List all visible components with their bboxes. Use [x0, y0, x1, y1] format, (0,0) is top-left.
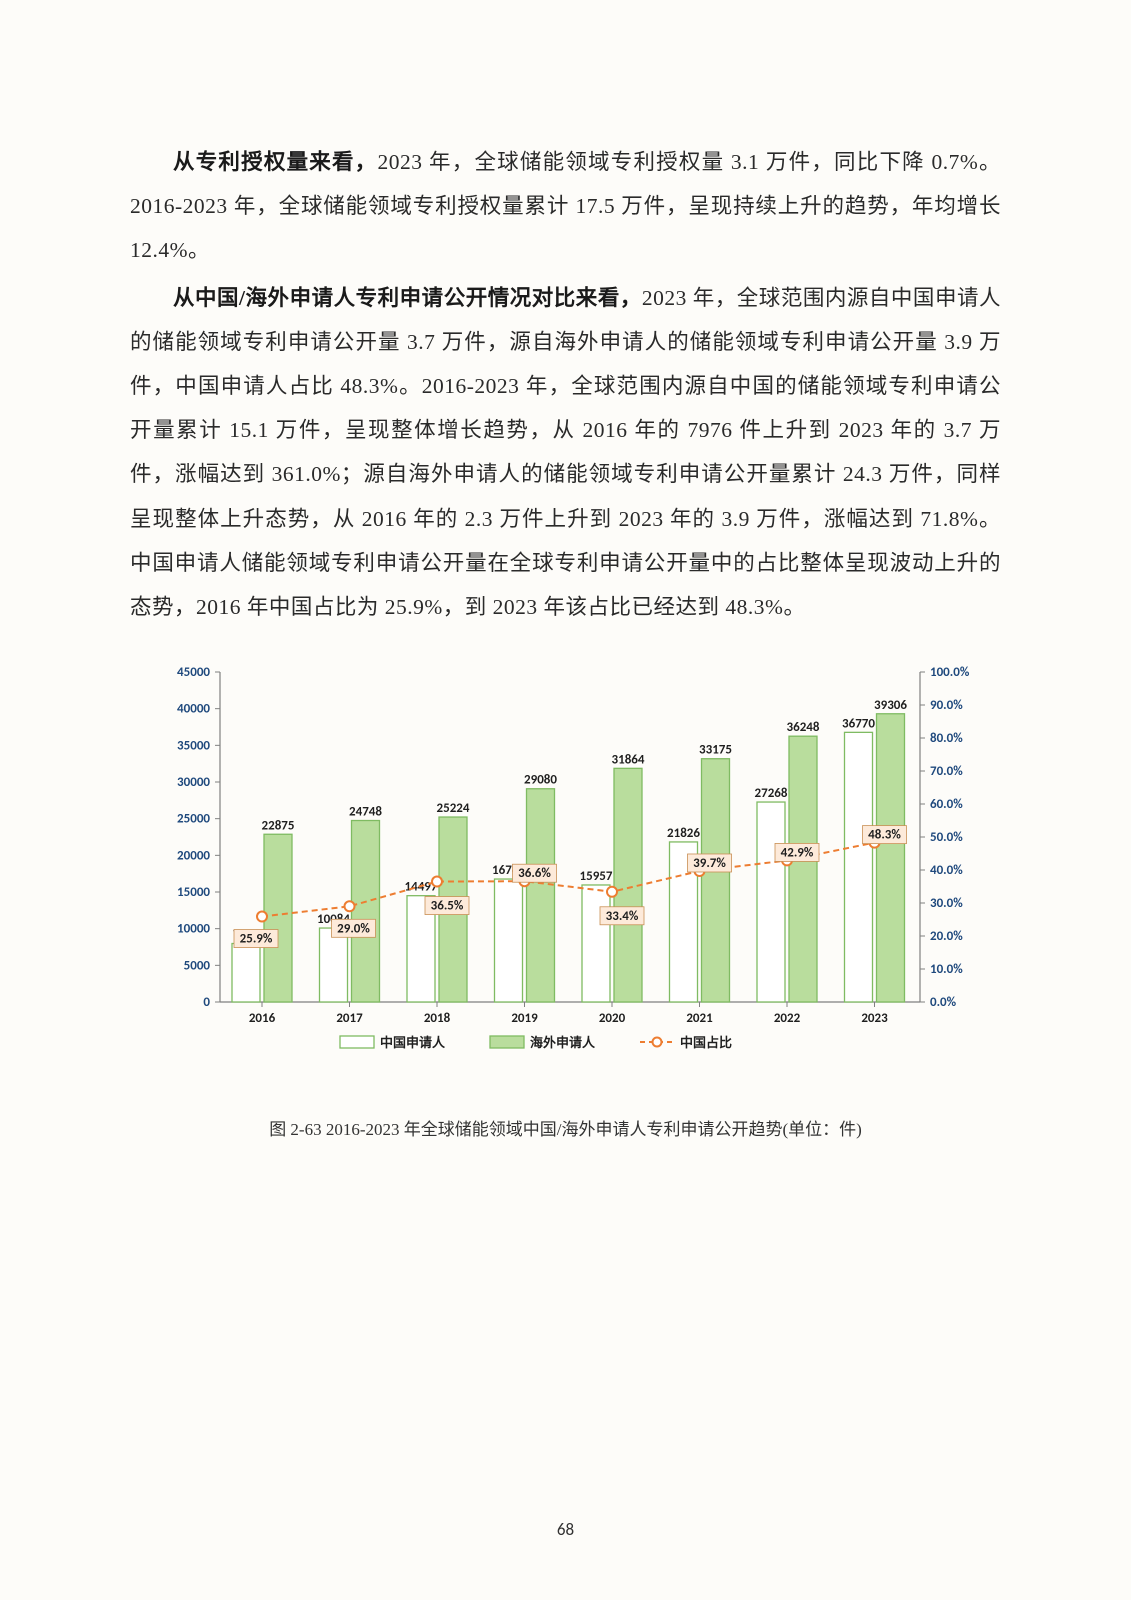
- svg-text:36.6%: 36.6%: [518, 866, 551, 881]
- svg-text:25.9%: 25.9%: [240, 931, 273, 946]
- svg-text:80.0%: 80.0%: [930, 731, 963, 746]
- svg-text:36770: 36770: [842, 716, 875, 731]
- p2-lead: 从中国/海外申请人专利申请公开情况对比来看，: [173, 286, 642, 310]
- svg-text:90.0%: 90.0%: [930, 698, 963, 713]
- svg-text:2016: 2016: [249, 1011, 276, 1026]
- svg-text:2018: 2018: [424, 1011, 451, 1026]
- svg-text:40000: 40000: [177, 701, 210, 716]
- svg-text:15000: 15000: [177, 885, 210, 900]
- svg-text:29080: 29080: [524, 772, 557, 787]
- svg-text:22875: 22875: [262, 818, 295, 833]
- svg-text:0.0%: 0.0%: [930, 995, 957, 1010]
- svg-text:30.0%: 30.0%: [930, 896, 963, 911]
- svg-text:40.0%: 40.0%: [930, 863, 963, 878]
- svg-text:海外申请人: 海外申请人: [530, 1035, 596, 1051]
- svg-text:25224: 25224: [437, 801, 470, 816]
- svg-text:36248: 36248: [787, 720, 820, 735]
- svg-text:10000: 10000: [177, 921, 210, 936]
- svg-text:33.4%: 33.4%: [606, 908, 639, 923]
- svg-text:20.0%: 20.0%: [930, 929, 963, 944]
- svg-text:15957: 15957: [580, 869, 613, 884]
- p1-lead: 从专利授权量来看，: [173, 150, 377, 174]
- bar-line-chart: 0 5000 10000 15000 20000 25000 30000 35000 40000…: [130, 657, 1000, 1087]
- svg-text:31864: 31864: [612, 752, 645, 767]
- svg-text:45000: 45000: [177, 665, 210, 680]
- svg-text:10.0%: 10.0%: [930, 962, 963, 977]
- svg-text:35000: 35000: [177, 738, 210, 753]
- page-number: 68: [0, 1519, 1131, 1540]
- svg-text:25000: 25000: [177, 811, 210, 826]
- svg-text:27268: 27268: [755, 786, 788, 801]
- svg-text:中国占比: 中国占比: [680, 1035, 732, 1051]
- svg-text:50.0%: 50.0%: [930, 830, 963, 845]
- svg-text:36.5%: 36.5%: [431, 898, 464, 913]
- p2-body: 2023 年，全球范围内源自中国申请人的储能领域专利申请公开量 3.7 万件，源…: [130, 286, 1001, 618]
- svg-text:42.9%: 42.9%: [781, 845, 814, 860]
- svg-text:30000: 30000: [177, 775, 210, 790]
- svg-text:48.3%: 48.3%: [868, 827, 901, 842]
- svg-text:24748: 24748: [349, 804, 382, 819]
- chart-container: 0 5000 10000 15000 20000 25000 30000 35000 40000…: [130, 657, 1000, 1087]
- document-page: 从专利授权量来看，2023 年，全球储能领域专利授权量 3.1 万件，同比下降 …: [0, 0, 1131, 1200]
- paragraph-1: 从专利授权量来看，2023 年，全球储能领域专利授权量 3.1 万件，同比下降 …: [130, 140, 1001, 272]
- svg-text:33175: 33175: [699, 742, 732, 757]
- paragraph-2: 从中国/海外申请人专利申请公开情况对比来看，2023 年，全球范围内源自中国申请…: [130, 276, 1001, 629]
- svg-text:2021: 2021: [686, 1011, 713, 1026]
- svg-text:0: 0: [203, 995, 210, 1010]
- svg-text:29.0%: 29.0%: [337, 921, 370, 936]
- svg-text:2017: 2017: [336, 1011, 363, 1026]
- svg-text:100.0%: 100.0%: [930, 665, 970, 680]
- svg-text:20000: 20000: [177, 848, 210, 863]
- svg-text:2023: 2023: [861, 1011, 888, 1026]
- svg-text:2019: 2019: [511, 1011, 538, 1026]
- svg-text:39306: 39306: [874, 697, 907, 712]
- svg-text:21826: 21826: [667, 826, 700, 841]
- svg-text:2020: 2020: [599, 1011, 626, 1026]
- figure-caption: 图 2-63 2016-2023 年全球储能领域中国/海外申请人专利申请公开趋势…: [130, 1115, 1001, 1140]
- svg-text:60.0%: 60.0%: [930, 797, 963, 812]
- svg-text:39.7%: 39.7%: [693, 856, 726, 871]
- svg-text:5000: 5000: [184, 958, 211, 973]
- svg-text:70.0%: 70.0%: [930, 764, 963, 779]
- svg-text:中国申请人: 中国申请人: [380, 1035, 446, 1051]
- svg-text:2022: 2022: [774, 1011, 801, 1026]
